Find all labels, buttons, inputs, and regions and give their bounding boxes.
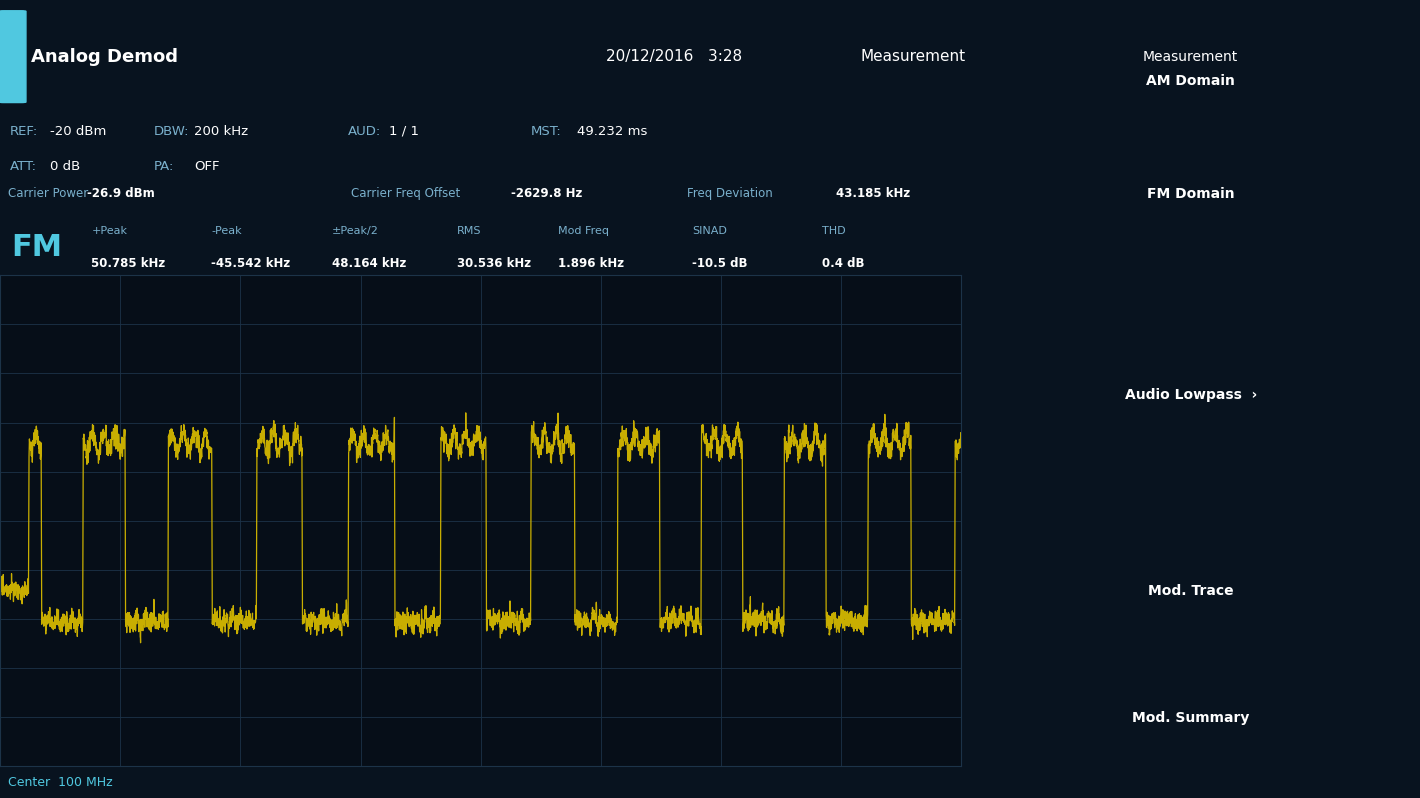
Text: Center  100 MHz: Center 100 MHz [7,776,112,788]
Text: 200 kHz: 200 kHz [195,124,248,138]
Text: Measurement: Measurement [861,49,966,64]
Text: FM: FM [11,233,62,263]
Text: ±Peak/2: ±Peak/2 [332,227,379,236]
Text: AM Domain: AM Domain [1146,74,1235,89]
Text: Mod. Summary: Mod. Summary [1132,711,1250,725]
Text: -45.542 kHz: -45.542 kHz [212,257,291,270]
Text: 49.232 ms: 49.232 ms [577,124,648,138]
Text: Measurement: Measurement [1143,49,1238,64]
Text: Mod Freq: Mod Freq [558,227,609,236]
Text: ATT:: ATT: [10,160,37,173]
FancyBboxPatch shape [0,10,26,103]
Text: SINAD: SINAD [692,227,727,236]
Text: Carrier Freq Offset: Carrier Freq Offset [351,188,460,200]
Text: FM Domain: FM Domain [1147,187,1234,200]
Text: -Peak: -Peak [212,227,243,236]
Text: 20/12/2016   3:28: 20/12/2016 3:28 [606,49,741,64]
Text: Analog Demod: Analog Demod [31,48,178,65]
Text: DBW:: DBW: [153,124,189,138]
Text: 1.896 kHz: 1.896 kHz [558,257,623,270]
Text: Mod. Trace: Mod. Trace [1147,583,1234,598]
Text: 50.785 kHz: 50.785 kHz [91,257,166,270]
Text: 0 dB: 0 dB [50,160,81,173]
Text: RMS: RMS [457,227,481,236]
Text: -26.9 dBm: -26.9 dBm [87,188,155,200]
Text: Freq Deviation: Freq Deviation [687,188,772,200]
Text: 30.536 kHz: 30.536 kHz [457,257,531,270]
Text: Audio Lowpass  ›: Audio Lowpass › [1125,388,1257,402]
Text: 48.164 kHz: 48.164 kHz [332,257,406,270]
Text: AUD:: AUD: [348,124,381,138]
Text: -20 dBm: -20 dBm [50,124,106,138]
Text: 43.185 kHz: 43.185 kHz [836,188,910,200]
Text: -2629.8 Hz: -2629.8 Hz [511,188,582,200]
Text: +Peak: +Peak [91,227,128,236]
Text: MST:: MST: [531,124,561,138]
Text: PA:: PA: [153,160,175,173]
Text: THD: THD [822,227,845,236]
Text: Carrier Power: Carrier Power [7,188,88,200]
Text: 1 / 1: 1 / 1 [389,124,419,138]
Text: REF:: REF: [10,124,38,138]
Text: 0.4 dB: 0.4 dB [822,257,865,270]
Text: OFF: OFF [195,160,220,173]
Text: -10.5 dB: -10.5 dB [692,257,748,270]
